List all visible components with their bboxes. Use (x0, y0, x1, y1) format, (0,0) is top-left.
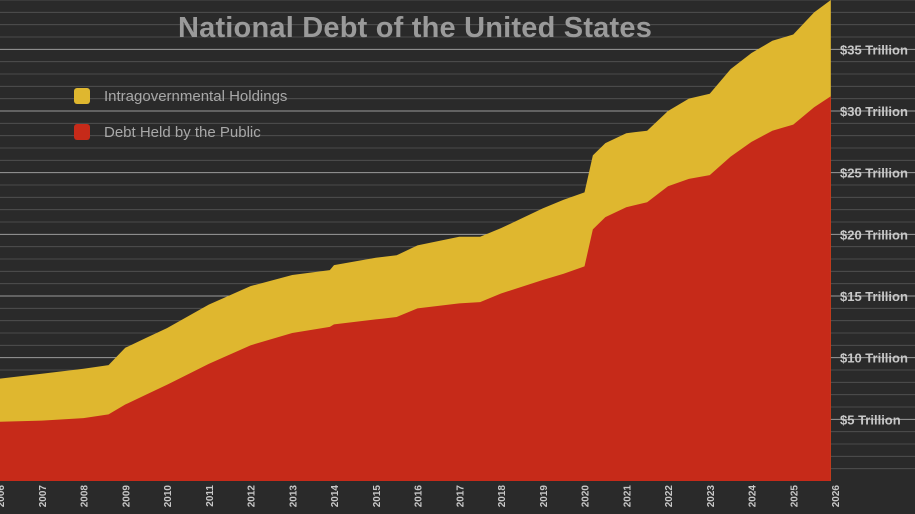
x-tick-label: 2012 (247, 485, 258, 508)
x-tick-label: 2024 (748, 485, 759, 508)
x-tick-label: 2009 (121, 485, 132, 508)
x-tick-label: 2013 (288, 485, 299, 508)
x-tick-label: 2007 (38, 485, 49, 508)
legend-item-public: Debt Held by the Public (74, 122, 287, 142)
legend-swatch-intragovernmental (74, 88, 90, 104)
x-tick-label: 2020 (581, 485, 592, 508)
legend-label-intragovernmental: Intragovernmental Holdings (104, 87, 288, 105)
area-debt-held-by-public (0, 96, 831, 481)
x-tick-label: 2021 (622, 485, 633, 508)
x-tick-label: 2011 (205, 485, 216, 507)
legend: Intragovernmental Holdings Debt Held by … (74, 86, 287, 158)
x-tick-label: 2023 (706, 485, 717, 508)
y-tick-label: $10 Trillion (840, 351, 908, 366)
x-tick-label: 2026 (831, 485, 842, 508)
x-tick-label: 2014 (330, 485, 341, 508)
x-tick-label: 2017 (455, 485, 466, 508)
x-tick-label: 2018 (497, 485, 508, 508)
x-tick-label: 2008 (80, 485, 91, 508)
legend-item-intragovernmental: Intragovernmental Holdings (74, 86, 287, 106)
x-tick-label: 2022 (664, 485, 675, 508)
y-tick-label: $15 Trillion (840, 289, 908, 304)
legend-label-public: Debt Held by the Public (104, 123, 261, 141)
x-tick-label: 2006 (0, 485, 7, 508)
x-tick-label: 2019 (539, 485, 550, 508)
y-tick-label: $20 Trillion (840, 227, 908, 242)
y-tick-label: $5 Trillion (840, 412, 901, 427)
y-tick-label: $30 Trillion (840, 104, 908, 119)
chart-title: National Debt of the United States (177, 12, 653, 44)
legend-swatch-public (74, 124, 90, 140)
y-tick-label: $25 Trillion (840, 166, 908, 181)
x-tick-label: 2025 (789, 485, 800, 508)
x-tick-label: 2015 (372, 485, 383, 508)
x-tick-label: 2016 (414, 485, 425, 508)
y-tick-label: $35 Trillion (840, 42, 908, 57)
x-tick-label: 2010 (163, 485, 174, 508)
